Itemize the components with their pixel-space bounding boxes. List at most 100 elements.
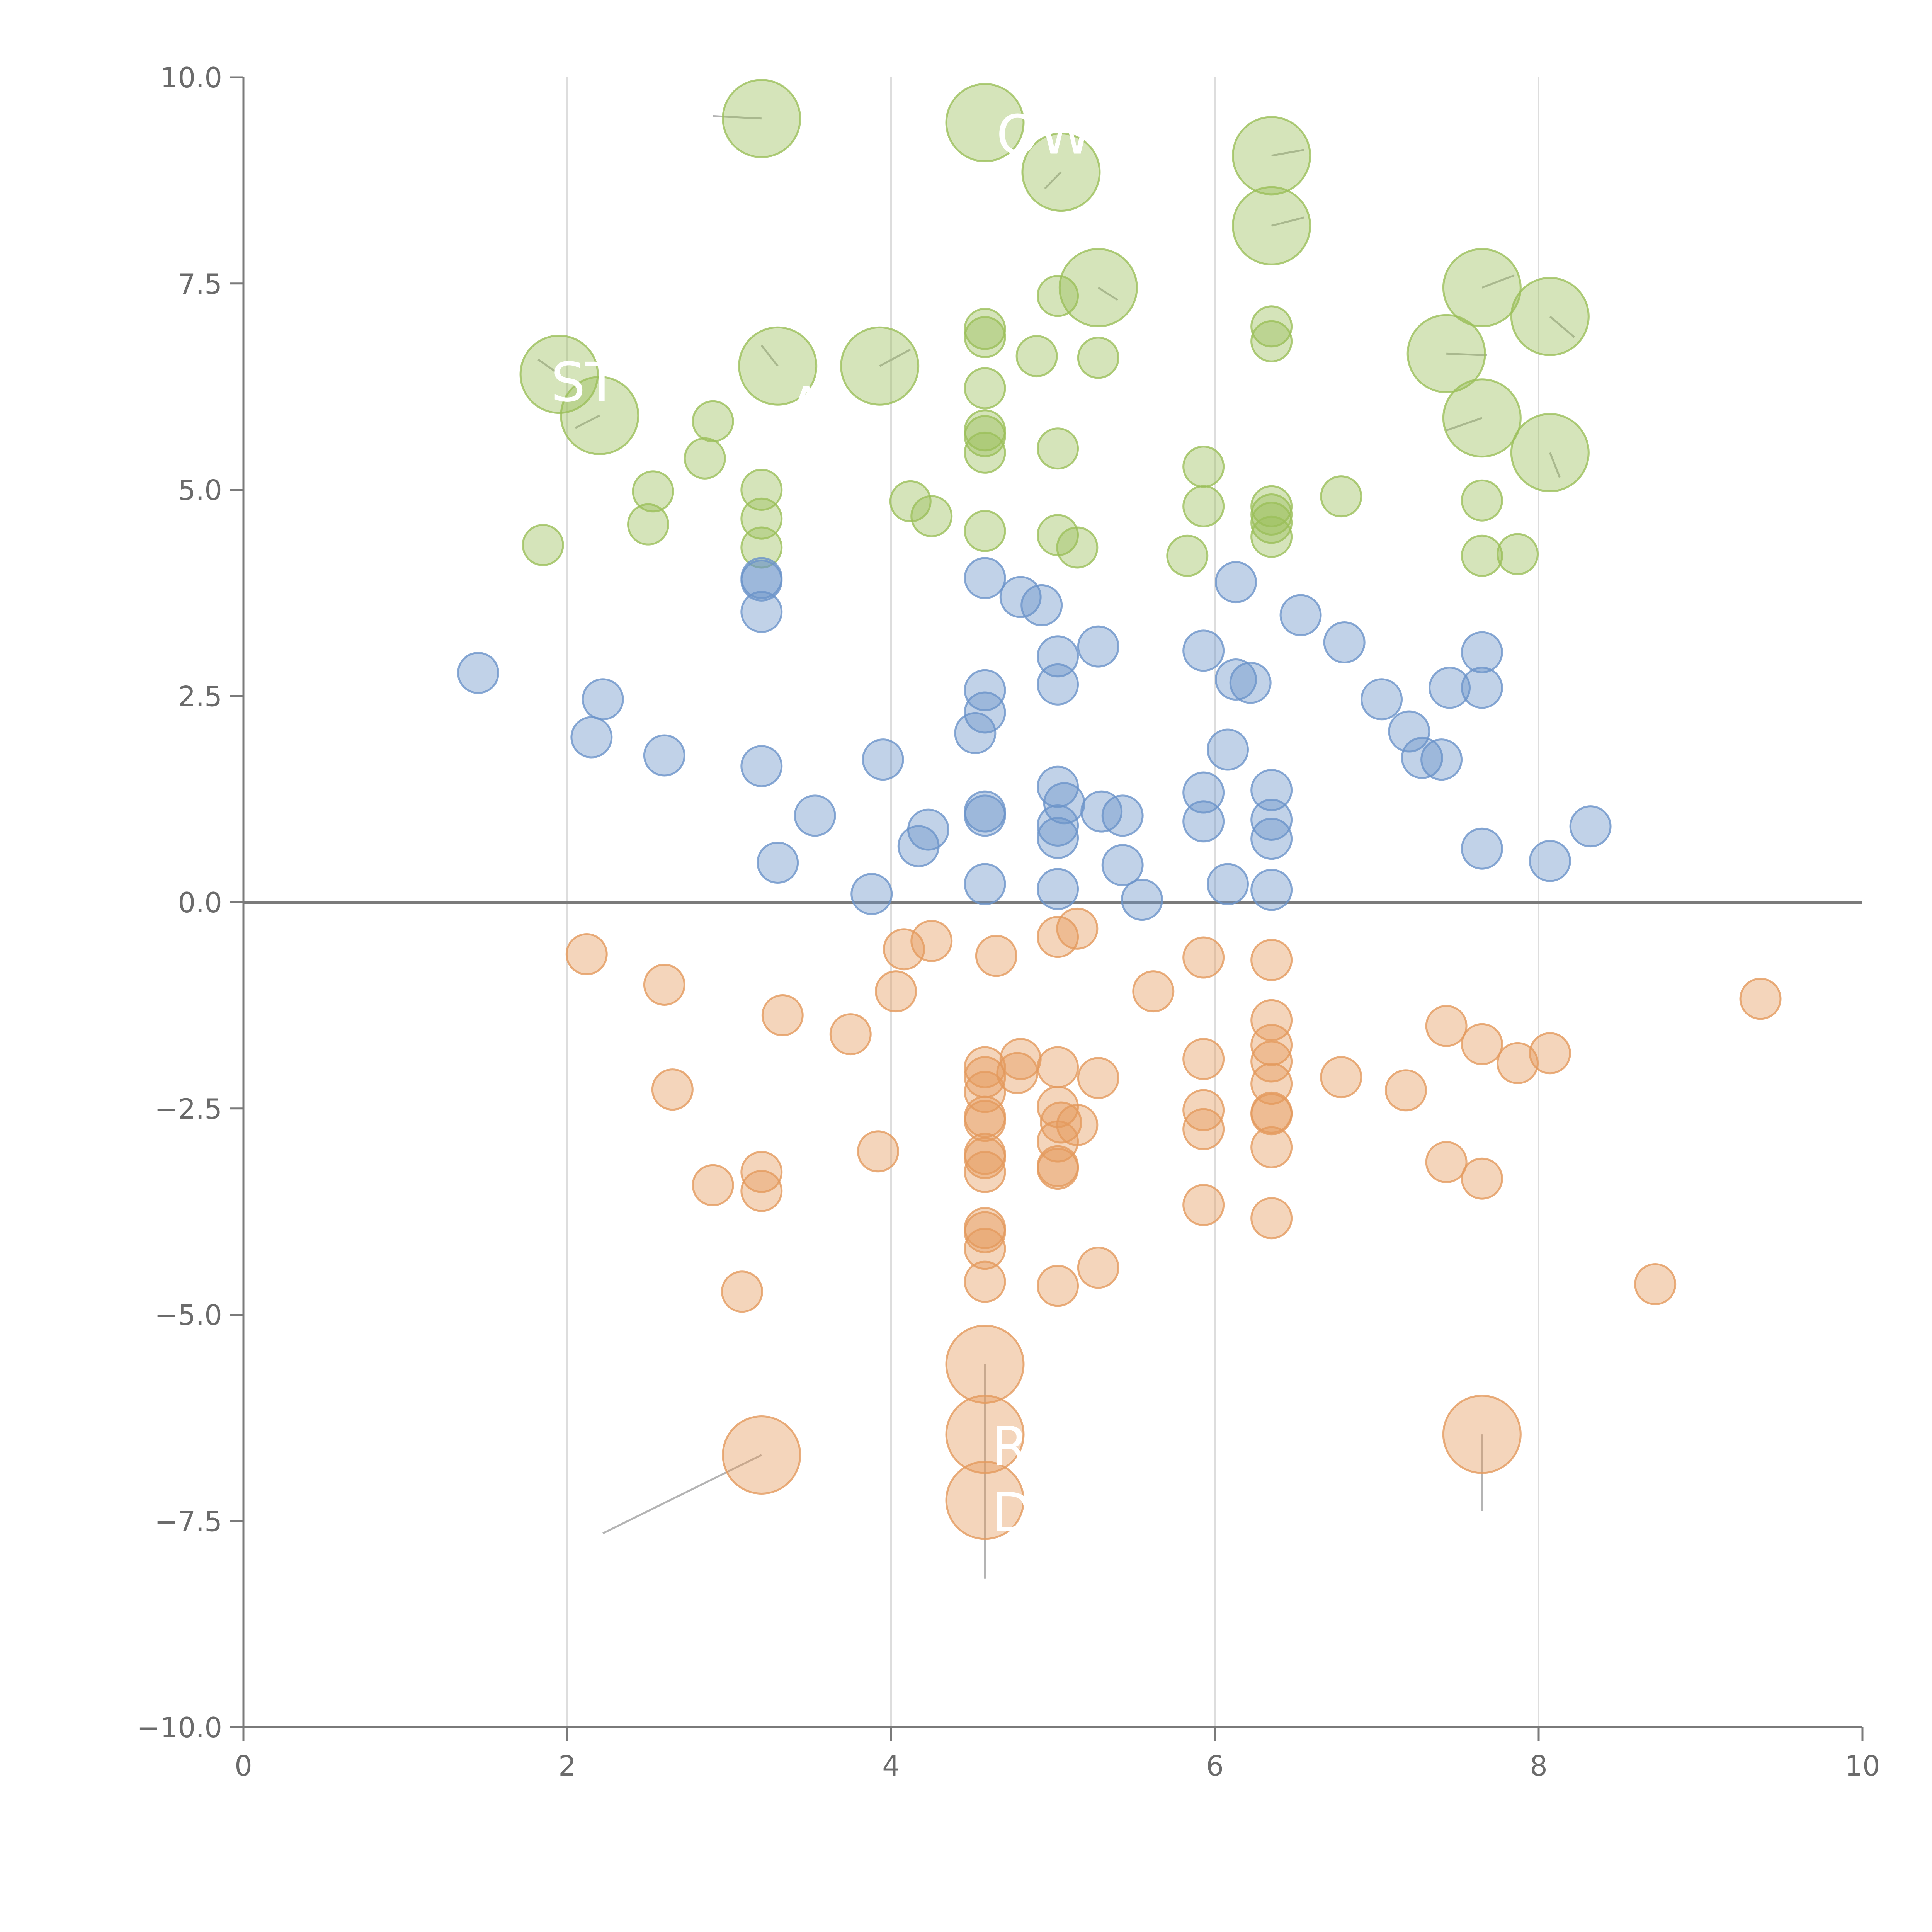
orange-bubble — [964, 1100, 1006, 1142]
blue-bubble — [1037, 868, 1079, 910]
orange-bubble — [1425, 1141, 1468, 1184]
green-bubble — [740, 526, 783, 569]
leader-line — [760, 345, 779, 367]
blue-bubble — [964, 794, 1006, 837]
green-bubble — [1510, 277, 1590, 356]
blue-bubble — [1361, 678, 1403, 721]
blue-bubble — [1037, 765, 1079, 808]
orange-bubble — [1182, 1089, 1225, 1131]
orange-bubble — [1037, 916, 1079, 958]
blue-bubble — [1279, 594, 1322, 636]
green-bubble — [722, 79, 801, 158]
blue-bubble — [1250, 769, 1293, 811]
orange-bubble — [692, 1164, 734, 1206]
orange-bubble — [761, 994, 804, 1036]
orange-bubble — [1250, 999, 1293, 1041]
green-bubble — [1182, 446, 1225, 488]
orange-bubble — [945, 1395, 1025, 1474]
blue-bubble — [1250, 818, 1293, 860]
y-tick-label: 10.0 — [160, 61, 222, 94]
leader-line — [1097, 287, 1118, 301]
orange-bubble — [1425, 1005, 1468, 1047]
orange-bubble — [1250, 1126, 1293, 1168]
blue-bubble — [643, 734, 685, 777]
green-bubble — [1250, 305, 1293, 348]
blue-bubble — [1323, 621, 1366, 663]
blue-bubble — [1461, 631, 1503, 673]
orange-bubble — [964, 1228, 1006, 1270]
leader-lines — [537, 115, 1575, 1579]
blue-bubble — [1388, 710, 1430, 753]
green-bubble — [740, 469, 783, 511]
orange-bubble — [1634, 1263, 1677, 1306]
green-bubble — [1037, 275, 1079, 317]
blue-bubble — [1101, 794, 1144, 837]
leader-line — [1549, 316, 1575, 338]
green-bubble — [1406, 314, 1486, 393]
leader-line — [575, 415, 600, 429]
blue-bubble — [1214, 561, 1257, 604]
orange-bubble — [1250, 1197, 1293, 1240]
green-bubble — [1442, 378, 1522, 458]
orange-bubble — [643, 964, 685, 1006]
green-bubble — [627, 503, 669, 546]
orange-bubble — [964, 1071, 1006, 1113]
orange-bubble — [964, 1151, 1006, 1193]
green-bubble — [1021, 133, 1101, 212]
orange-bubble — [1182, 936, 1225, 979]
blue-bubble — [1461, 667, 1503, 709]
orange-bubble — [722, 1415, 801, 1495]
orange-bubble — [964, 1211, 1006, 1253]
green-bubble — [1250, 320, 1293, 362]
orange-bubble — [1461, 1023, 1503, 1065]
blue-bubble — [757, 842, 799, 884]
data-points — [457, 79, 1782, 1540]
green-bubble — [964, 367, 1006, 410]
y-tick-label: 0.0 — [178, 886, 222, 919]
blue-bubble — [570, 716, 613, 759]
orange-bubble — [565, 933, 608, 976]
leader-line — [879, 349, 911, 367]
orange-bubble — [721, 1270, 764, 1313]
blue-bubble — [964, 691, 1006, 734]
blue-bubble — [1037, 816, 1079, 859]
green-bubble — [964, 415, 1006, 457]
orange-bubble — [883, 928, 925, 971]
green-bubble — [1232, 116, 1311, 196]
blue-bubble — [862, 738, 904, 781]
orange-bubble — [910, 920, 953, 962]
green-bubble — [964, 316, 1006, 359]
orange-bubble — [1250, 1093, 1293, 1136]
green-bubble — [684, 437, 726, 480]
orange-bubble — [975, 935, 1017, 977]
orange-bubble — [999, 1038, 1042, 1080]
blue-bubble — [1020, 584, 1063, 626]
green-bubble — [1250, 515, 1293, 558]
orange-bubble — [651, 1068, 694, 1111]
leader-line — [713, 115, 762, 120]
green-bubble — [1056, 526, 1099, 569]
blue-bubble — [1250, 869, 1293, 911]
green-bubble — [738, 326, 818, 406]
y-tick-label: −5.0 — [155, 1299, 222, 1332]
leader-line — [1446, 417, 1483, 432]
y-tick-label: −10.0 — [137, 1711, 222, 1744]
blue-bubble — [1229, 662, 1272, 704]
x-tick-label: 8 — [1530, 1750, 1548, 1782]
green-bubble — [1461, 479, 1503, 522]
orange-bubble — [1077, 1057, 1119, 1099]
orange-bubble — [1320, 1056, 1362, 1099]
blue-bubble — [999, 576, 1042, 618]
blue-bubble — [964, 863, 1006, 905]
leader-line — [1446, 352, 1487, 356]
leader-line — [537, 359, 560, 375]
green-bubble — [740, 497, 783, 540]
orange-bubble — [1442, 1395, 1522, 1474]
blue-bubble — [582, 678, 624, 721]
blue-bubble — [850, 873, 893, 915]
blue-bubble — [897, 825, 940, 867]
blue-bubble — [964, 557, 1006, 599]
orange-bubble — [857, 1130, 899, 1173]
bubble-annotation: · A — [753, 376, 825, 439]
green-bubble — [1497, 533, 1539, 575]
